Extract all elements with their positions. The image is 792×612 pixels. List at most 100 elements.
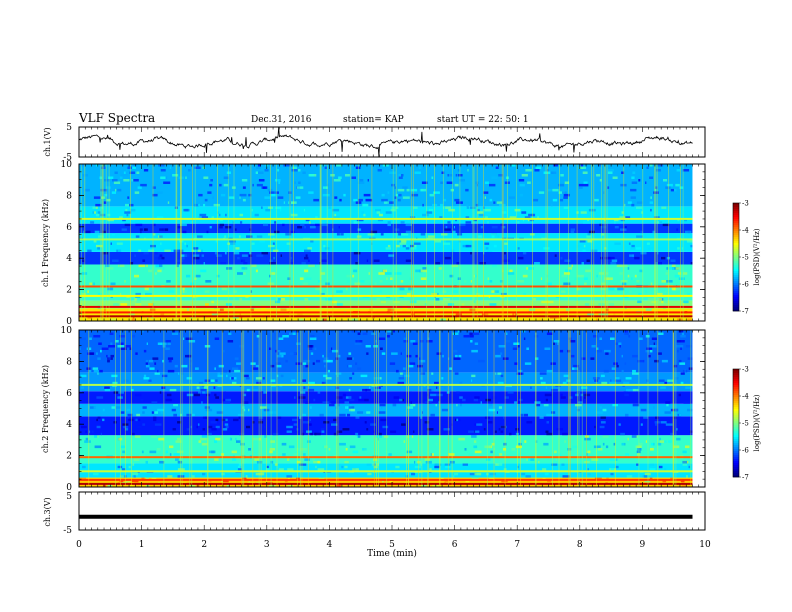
spectral-speckle [499, 453, 503, 456]
spectral-speckle [357, 181, 365, 184]
spectral-speckle [658, 352, 662, 355]
spectral-speckle [228, 196, 235, 199]
spectral-speckle [596, 347, 599, 350]
colorbar-segment [733, 275, 739, 278]
ch3-waveform-ticks [78, 492, 706, 530]
spectral-speckle [180, 256, 185, 260]
spectral-speckle [286, 475, 293, 478]
spectral-speckle [333, 179, 341, 182]
spectral-speckle [687, 357, 693, 360]
spectral-speckle [124, 280, 126, 283]
spectral-speckle [600, 374, 605, 378]
spectral-speckle [309, 226, 316, 229]
spectral-speckle [183, 208, 189, 212]
spectral-speckle [173, 413, 177, 417]
spectral-speckle [400, 484, 403, 487]
spectral-speckle [436, 386, 438, 389]
time-tick-label: 4 [327, 540, 333, 550]
colorbar-segment [733, 439, 739, 442]
spectral-speckle [687, 408, 693, 412]
spectral-speckle [524, 362, 532, 365]
spectral-speckle [626, 388, 633, 392]
spectral-speckle [380, 300, 386, 304]
colorbar-segment [733, 235, 739, 238]
spectral-speckle [578, 166, 584, 169]
spectral-speckle [604, 349, 611, 353]
spectral-speckle [675, 287, 680, 291]
spectral-speckle [544, 347, 551, 350]
spectral-speckle [584, 303, 590, 306]
spectral-speckle [529, 218, 534, 222]
spectral-speckle [317, 468, 325, 471]
spectral-speckle [557, 342, 559, 345]
spectral-speckle [303, 359, 311, 363]
spectral-speckle [599, 337, 602, 340]
spectral-speckle [652, 477, 654, 480]
spectral-speckle [215, 437, 221, 441]
spectral-speckle [279, 352, 286, 355]
spectral-speckle [364, 398, 369, 402]
spectral-speckle [239, 313, 241, 316]
spectral-speckle [485, 379, 493, 382]
frequency-band [79, 403, 693, 417]
spectral-speckle [119, 335, 126, 338]
spectral-speckle [169, 166, 172, 169]
spectral-speckle [624, 442, 626, 446]
spectral-speckle [272, 249, 279, 252]
spectral-speckle [657, 262, 662, 265]
spectral-speckle [246, 377, 250, 380]
spectral-speckle [120, 342, 124, 345]
spectral-speckle [471, 330, 478, 333]
spectral-speckle [490, 450, 493, 454]
spectral-speckle [250, 308, 254, 311]
spectral-speckle [125, 169, 128, 172]
spectral-speckle [186, 413, 192, 417]
spectral-speckle [563, 374, 569, 378]
spectral-speckle [411, 247, 417, 250]
colorbar-segment [733, 473, 739, 476]
spectral-speckle [336, 233, 340, 236]
spectral-speckle [234, 369, 241, 373]
spectral-speckle [679, 340, 685, 343]
spectral-speckle [570, 230, 575, 234]
spectral-speckle [420, 269, 427, 273]
y-tick-label: 10 [61, 160, 73, 170]
spectral-speckle [525, 169, 532, 172]
spectral-speckle [564, 440, 567, 443]
spectral-speckle [118, 391, 124, 394]
spectral-speckle [584, 396, 586, 399]
spectral-speckle [675, 267, 680, 270]
spectral-speckle [473, 218, 477, 222]
spectral-speckle [469, 472, 477, 476]
spectral-speckle [505, 340, 511, 343]
spectral-speckle [523, 413, 528, 417]
spectral-speckle [242, 186, 246, 189]
spectral-speckle [373, 259, 380, 262]
spectral-speckle [184, 242, 186, 245]
spectral-speckle [320, 272, 326, 275]
spectral-speckle [200, 437, 207, 441]
spectral-speckle [215, 254, 222, 257]
spectral-speckle [670, 432, 674, 436]
spectral-speckle [345, 406, 352, 409]
spectral-speckle [203, 203, 206, 207]
spectral-speckle [399, 240, 402, 243]
colorbar-segment [733, 407, 739, 410]
spectral-speckle [256, 335, 260, 338]
spectral-speckle [190, 359, 192, 363]
spectral-speckle [680, 335, 683, 338]
spectral-speckle [462, 398, 466, 402]
spectral-speckle [96, 425, 101, 429]
spectral-speckle [131, 318, 135, 321]
spectral-speckle [368, 272, 370, 275]
spectral-speckle [454, 198, 460, 202]
spectral-speckle [686, 475, 688, 478]
spectral-speckle [390, 430, 397, 433]
spectral-speckle [315, 287, 322, 291]
spectral-speckle [103, 201, 107, 204]
spectral-speckle [189, 484, 196, 487]
spectral-speckle [398, 233, 401, 236]
spectral-speckle [426, 211, 433, 214]
spectral-speckle [631, 244, 635, 248]
spectral-speckle [255, 171, 259, 174]
